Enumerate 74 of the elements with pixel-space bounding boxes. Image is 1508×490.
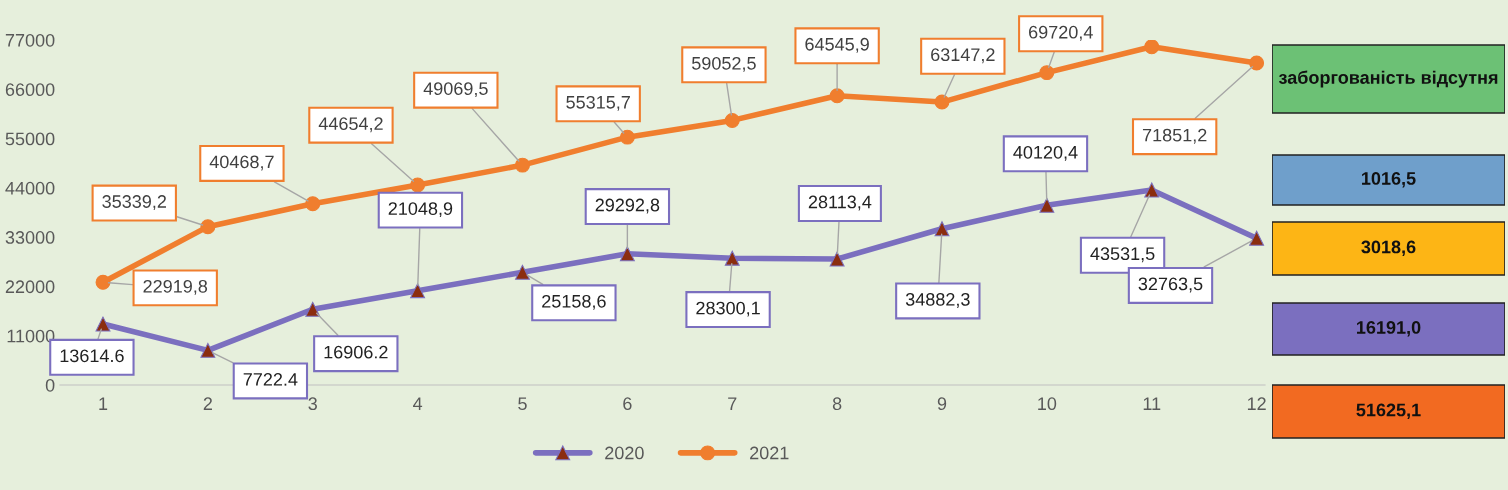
- x-tick-label: 3: [308, 397, 317, 411]
- point: [515, 264, 530, 280]
- text: 16191,0: [1357, 321, 1421, 337]
- data-label: 34882,3: [905, 292, 970, 308]
- x-tick-label: 6: [623, 397, 632, 411]
- data-label: 29292,8: [595, 198, 660, 214]
- x-tick-label: 12: [1247, 397, 1266, 410]
- data-label: 40468,7: [209, 155, 274, 171]
- x-tick-label: 9: [937, 397, 947, 411]
- point: [724, 112, 740, 128]
- data-label: 71851,2: [1142, 128, 1207, 144]
- data-label: 63147,2: [931, 48, 995, 64]
- point: [1144, 40, 1160, 55]
- point: [829, 251, 845, 267]
- y-tick-label: 22000: [5, 280, 55, 294]
- data-label: 55315,7: [566, 95, 630, 111]
- point: [829, 88, 845, 104]
- y-tick-label: 77000: [5, 33, 55, 47]
- x-tick-label: 7: [728, 397, 737, 410]
- point: [934, 221, 950, 237]
- point: [619, 129, 635, 145]
- point: [305, 301, 321, 317]
- point: [1249, 55, 1265, 71]
- text: 51625,1: [1356, 403, 1421, 419]
- point: [200, 342, 216, 358]
- data-label: 35339,2: [102, 195, 166, 211]
- point: [1039, 197, 1055, 213]
- legend-label: 2021: [750, 446, 789, 460]
- x-tick-label: 4: [413, 397, 423, 410]
- legend-label: 2020: [605, 446, 644, 460]
- data-label: 69720,4: [1029, 25, 1093, 41]
- data-label: 13614.6: [60, 349, 124, 363]
- x-tick-label: 11: [1143, 397, 1161, 410]
- y-tick-label: 66000: [5, 83, 55, 97]
- point: [934, 94, 950, 110]
- point: [200, 219, 216, 235]
- point: [305, 196, 321, 212]
- text: заборгованість відсутня: [1278, 70, 1498, 88]
- data-label: 32763,5: [1138, 277, 1203, 293]
- data-label: 16906.2: [324, 345, 388, 359]
- text: 1016,5: [1362, 172, 1416, 188]
- data-label: 28113,4: [808, 195, 872, 211]
- data-label: 44654,2: [318, 117, 383, 133]
- data-label: 64545,9: [805, 37, 869, 53]
- text: 3018,6: [1361, 240, 1416, 256]
- y-tick-label: 44000: [5, 181, 55, 195]
- data-label: 28300,1: [696, 301, 760, 317]
- data-label: 43531,5: [1090, 247, 1155, 263]
- point: [1039, 65, 1055, 81]
- y-tick-label: 55000: [5, 132, 55, 146]
- x-tick-label: 1: [99, 397, 108, 410]
- point: [410, 177, 426, 193]
- data-label: 49069,5: [423, 82, 488, 98]
- point: [95, 316, 111, 332]
- y-tick-label: 33000: [5, 231, 55, 244]
- data-label: 22919,8: [143, 279, 208, 295]
- point: [1249, 230, 1265, 246]
- x-tick-label: 2: [203, 397, 212, 410]
- x-tick-label: 8: [832, 397, 842, 411]
- point: [95, 274, 111, 290]
- y-tick-label: 0: [45, 378, 55, 392]
- data-label: 21048,9: [388, 202, 453, 218]
- point: [619, 246, 635, 262]
- x-tick-label: 5: [518, 397, 527, 411]
- data-label: 7722.4: [243, 373, 298, 386]
- point: [724, 250, 740, 266]
- x-tick-label: 10: [1038, 397, 1057, 411]
- data-label: 25158,6: [542, 294, 606, 310]
- data-label: 59052,5: [692, 56, 756, 72]
- y-tick-label: 11000: [7, 329, 55, 343]
- point: [515, 157, 530, 173]
- data-label: 40120,4: [1013, 145, 1078, 161]
- point: [1144, 182, 1160, 198]
- point: [410, 283, 426, 299]
